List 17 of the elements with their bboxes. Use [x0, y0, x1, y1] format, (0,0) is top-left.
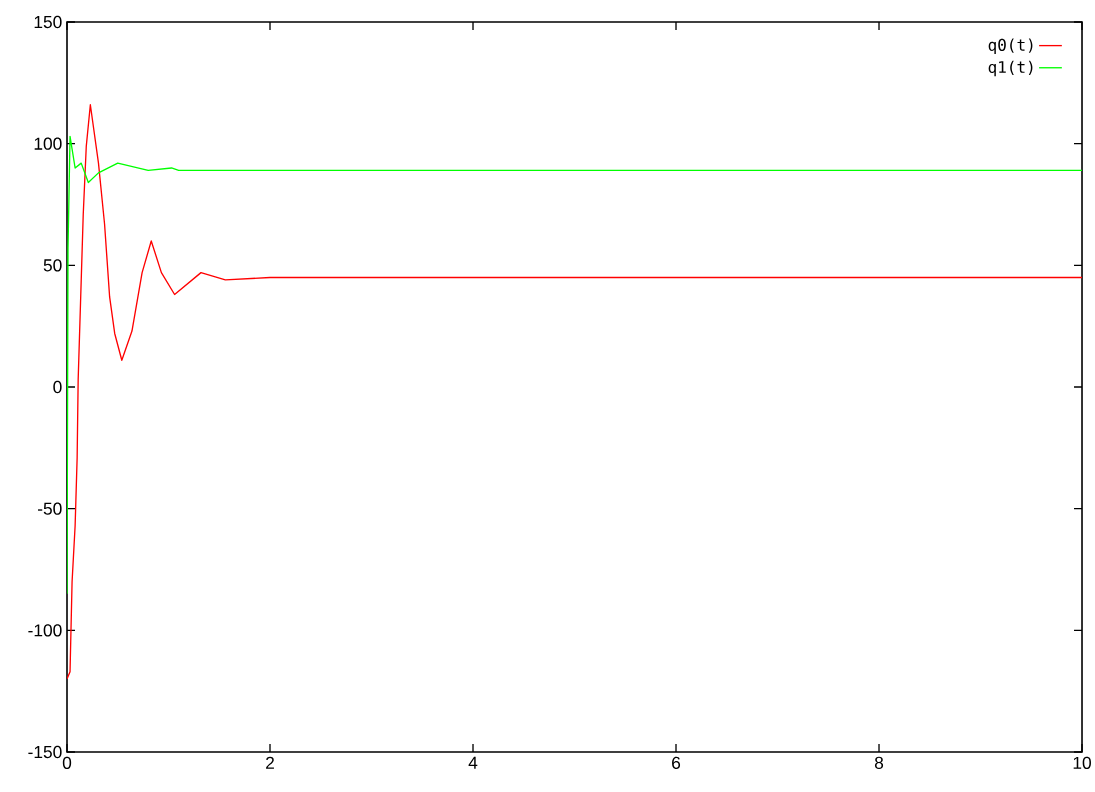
y-tick-label: -100 — [28, 624, 62, 637]
x-tick-label: 4 — [468, 756, 478, 769]
legend-label: q1(t) — [988, 60, 1033, 77]
y-tick-label: 150 — [34, 15, 62, 29]
x-tick-label: 6 — [672, 756, 681, 769]
x-tick-label: 8 — [874, 756, 884, 769]
y-tick-label: 100 — [34, 137, 62, 150]
y-tick-label: -50 — [38, 502, 62, 515]
x-tick-label: 0 — [62, 756, 72, 769]
line-series — [67, 104, 1083, 680]
y-tick-label: -150 — [28, 745, 62, 759]
x-tick-label: 2 — [266, 756, 274, 769]
line-series — [67, 135, 1083, 595]
x-tick-label: 10 — [1073, 756, 1091, 769]
y-tick-label: 50 — [43, 259, 62, 272]
legend-label: q0(t) — [988, 38, 1033, 55]
y-tick-label: 0 — [53, 380, 62, 394]
